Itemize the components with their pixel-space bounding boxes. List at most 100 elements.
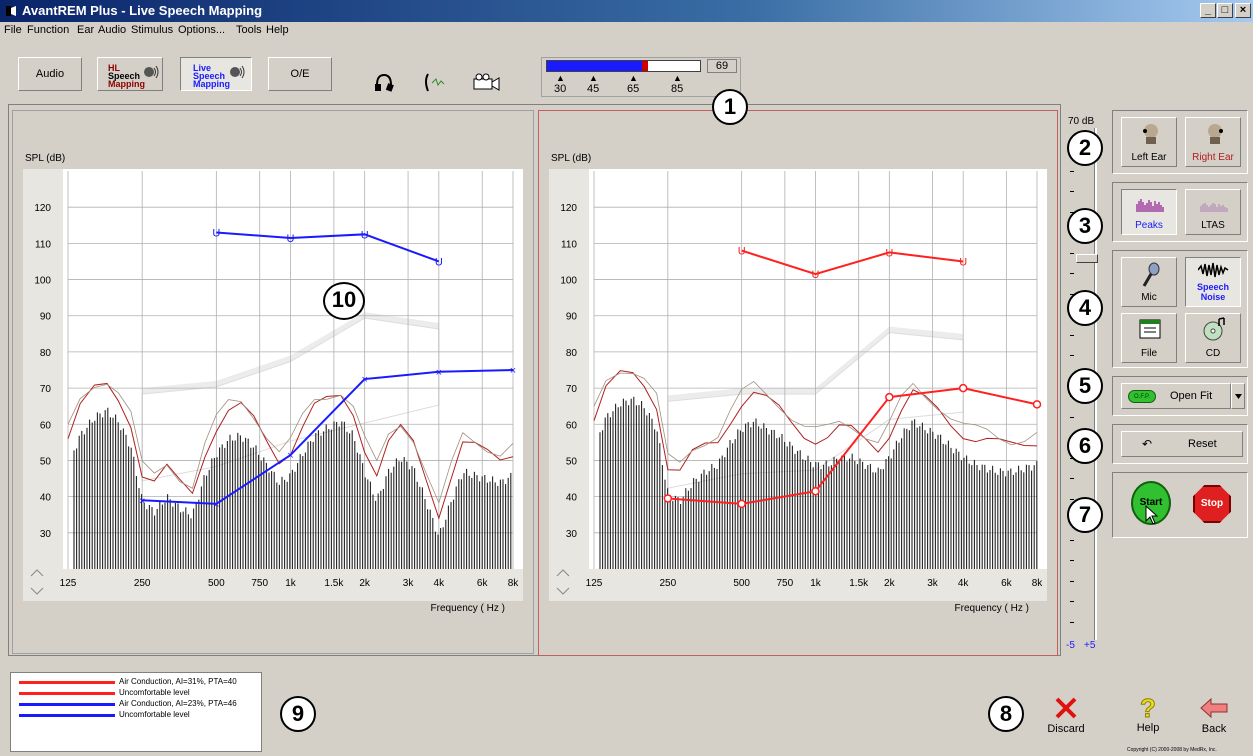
- oe-button[interactable]: O/E: [268, 57, 332, 91]
- title-bar: AvantREM Plus - Live Speech Mapping _ □ …: [0, 0, 1253, 22]
- x-tick-label: 1.5k: [849, 578, 869, 589]
- slider-thumb[interactable]: [1076, 254, 1098, 263]
- speech-noise-button[interactable]: Speech Noise: [1185, 257, 1241, 307]
- level-tick-label: 65: [627, 83, 640, 95]
- discard-button[interactable]: Discard: [1044, 696, 1088, 742]
- callout-9: 9: [280, 696, 316, 732]
- insert-earphone-icon[interactable]: [422, 71, 446, 95]
- slider-min-label: -5: [1066, 640, 1075, 651]
- start-button[interactable]: Start: [1131, 481, 1171, 525]
- level-tick-marker: ▲: [589, 73, 598, 83]
- x-tick-label: 4k: [434, 578, 446, 589]
- y-tick-label: 110: [561, 239, 577, 250]
- audio-button[interactable]: Audio: [18, 57, 82, 91]
- back-button[interactable]: Back: [1194, 696, 1234, 742]
- slider-top-label: 70 dB: [1068, 116, 1095, 127]
- legend-swatch: [19, 714, 115, 717]
- x-tick-label: 2k: [359, 578, 371, 589]
- scroll-arrows-icon: [556, 569, 570, 595]
- series-marker: ×: [361, 374, 367, 386]
- headphones-icon[interactable]: [373, 73, 395, 93]
- x-tick-label: 250: [134, 578, 151, 589]
- slider-tick: [1070, 252, 1074, 254]
- speaker-head-icon: [144, 65, 159, 79]
- ltas-button[interactable]: LTAS: [1185, 189, 1241, 235]
- video-camera-icon[interactable]: [471, 73, 501, 93]
- right-ear-button[interactable]: Right Ear: [1185, 117, 1241, 167]
- open-fit-dropdown[interactable]: [1231, 383, 1245, 409]
- x-tick-label: 250: [659, 578, 676, 589]
- help-label: Help: [1136, 722, 1160, 734]
- y-tick-label: 100: [34, 276, 51, 287]
- x-tick-label: 3k: [403, 578, 415, 589]
- open-fit-button[interactable]: O.F.P. Open Fit: [1121, 383, 1231, 409]
- y-tick-label: 90: [566, 312, 578, 323]
- x-tick-label: 2k: [884, 578, 896, 589]
- waveform-icon: [1198, 262, 1229, 278]
- series-line: [741, 249, 964, 276]
- y-tick-label: 60: [566, 420, 578, 431]
- menu-help[interactable]: Help: [266, 24, 289, 36]
- y-tick-label: 40: [40, 493, 52, 504]
- close-button[interactable]: ×: [1235, 3, 1251, 18]
- x-tick-label: 125: [60, 578, 77, 589]
- reset-button[interactable]: ↶ Reset: [1121, 431, 1243, 457]
- menu-file[interactable]: File: [4, 24, 22, 36]
- x-axis-label: Frequency ( Hz ): [431, 603, 505, 614]
- level-bar-peak: [641, 61, 648, 71]
- right-ear-chart: SPL (dB) Frequency ( Hz ) 120 110 100 90 80 70 6…: [549, 153, 1047, 614]
- stop-button[interactable]: Stop: [1193, 485, 1231, 523]
- series-marker: U: [361, 229, 369, 241]
- menu-stimulus[interactable]: Stimulus: [131, 24, 174, 36]
- series-line: [142, 369, 514, 505]
- cd-label: CD: [1205, 348, 1221, 359]
- series-marker: ×: [510, 365, 516, 377]
- ltas-spectrum-icon: [1200, 203, 1228, 212]
- audio-button-label: Audio: [35, 68, 65, 80]
- head-right-icon: [1208, 124, 1223, 144]
- series-marker: [958, 383, 968, 393]
- series-line: [216, 231, 440, 263]
- left-ear-chart: SPL (dB) Frequency ( Hz ) 120 110 100 90 80 70 6…: [23, 153, 523, 614]
- y-tick-label: 50: [566, 456, 578, 467]
- x-axis-strip: [549, 569, 1047, 601]
- left-ear-button[interactable]: Left Ear: [1121, 117, 1177, 167]
- minimize-button[interactable]: _: [1200, 3, 1216, 18]
- slider-tick: [1070, 334, 1074, 336]
- maximize-button[interactable]: □: [1217, 3, 1233, 18]
- open-fit-label: Open Fit: [1170, 390, 1213, 402]
- x-tick-label: 500: [733, 578, 750, 589]
- file-button[interactable]: File: [1121, 313, 1177, 363]
- menu-options[interactable]: Options...: [178, 24, 226, 36]
- head-left-icon: [1143, 124, 1158, 144]
- undo-arrow-icon: ↶: [1142, 437, 1153, 451]
- live-label-a: Live: [193, 63, 212, 73]
- level-tick-marker: ▲: [556, 73, 565, 83]
- menu-function[interactable]: Function: [27, 24, 70, 36]
- help-button[interactable]: ? Help: [1130, 694, 1166, 740]
- scroll-arrows-icon: [30, 569, 44, 595]
- hl-label-a: HL: [108, 63, 120, 73]
- slider-tick: [1070, 539, 1074, 541]
- y-tick-label: 120: [34, 203, 51, 214]
- series-marker: U: [212, 228, 220, 240]
- mouse-cursor-icon: [1145, 505, 1159, 525]
- live-speech-mapping-button[interactable]: Live Speech Mapping: [180, 57, 252, 91]
- menu-audio[interactable]: Audio: [98, 24, 127, 36]
- peaks-button[interactable]: Peaks: [1121, 189, 1177, 235]
- reset-group: ↶ Reset: [1112, 424, 1248, 464]
- hl-speech-mapping-button[interactable]: HL Speech Mapping: [97, 57, 163, 91]
- mic-button[interactable]: Mic: [1121, 257, 1177, 307]
- cd-button[interactable]: CD: [1185, 313, 1241, 363]
- menu-tools[interactable]: Tools: [236, 24, 262, 36]
- slider-tick: [1070, 498, 1074, 500]
- x-tick-label: 1.5k: [324, 578, 344, 589]
- stop-label: Stop: [1200, 498, 1224, 509]
- speaker-head-icon: [230, 65, 245, 79]
- callout-7: 7: [1067, 497, 1103, 533]
- menu-ear[interactable]: Ear: [77, 24, 95, 36]
- discard-label: Discard: [1047, 723, 1085, 735]
- slider-tick: [1070, 580, 1074, 582]
- series-line: [667, 387, 1038, 505]
- callout-5: 5: [1067, 368, 1103, 404]
